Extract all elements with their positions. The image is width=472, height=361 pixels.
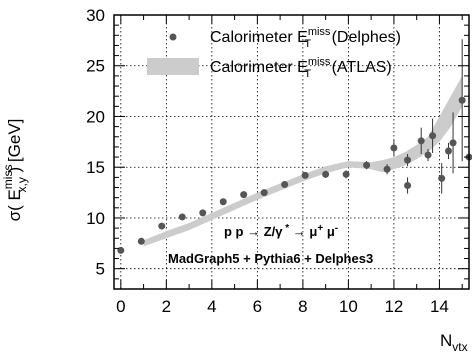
data-point [404, 156, 412, 164]
y-tick-label: 5 [96, 260, 105, 279]
data-point [383, 165, 391, 173]
atlas-band-layer [143, 75, 463, 247]
y-tick-label: 20 [86, 107, 105, 126]
data-point [260, 189, 268, 197]
grid-lines [114, 15, 469, 289]
x-tick-label: 8 [298, 297, 307, 316]
x-tick-label: 14 [430, 297, 449, 316]
data-point [322, 170, 330, 178]
data-point [240, 191, 248, 199]
data-point [390, 144, 398, 152]
y-axis-label: σ( Emissx,y ) [GeV] [1, 119, 29, 222]
y-tick-label: 30 [86, 6, 105, 25]
data-point [445, 147, 453, 155]
generator-annotation: MadGraph5 + Pythia6 + Delphes3 [168, 251, 373, 266]
data-point [363, 161, 371, 169]
data-point [117, 246, 125, 254]
data-point [342, 170, 350, 178]
legend-band-marker [147, 58, 199, 75]
plot-frame [113, 14, 470, 290]
legend: Calorimeter Emiss T (Delphes) Calorimeter… [147, 26, 401, 80]
legend-label-delphes: Calorimeter Emiss T (Delphes) [210, 26, 401, 50]
data-point [199, 209, 207, 217]
x-tick-label: 0 [116, 297, 125, 316]
x-tick-label: 4 [207, 297, 216, 316]
data-point [404, 181, 412, 189]
process-annotation: p p → Z/γ * → μ+ μ- [224, 223, 338, 239]
data-point [281, 180, 289, 188]
data-point [158, 222, 166, 230]
data-point [429, 132, 437, 140]
data-point [458, 96, 466, 104]
y-tick-label: 15 [86, 158, 105, 177]
data-point [424, 151, 432, 159]
x-tick-label: 2 [162, 297, 171, 316]
data-point [417, 137, 425, 145]
delphes-points-layer [117, 39, 472, 254]
data-point [219, 198, 227, 206]
axis-ticks [114, 14, 469, 289]
y-tick-label: 10 [86, 209, 105, 228]
y-tick-label: 25 [86, 57, 105, 76]
x-axis-label: Nvtx [440, 331, 468, 354]
tick-labels: 0 2 4 6 8 10 12 14 5 10 15 20 25 30 [86, 6, 449, 316]
data-point [449, 139, 457, 147]
x-tick-label: 12 [384, 297, 403, 316]
x-tick-label: 6 [253, 297, 262, 316]
atlas-band [143, 75, 463, 247]
data-point [301, 171, 309, 179]
legend-label-atlas: Calorimeter Emiss T (ATLAS) [210, 56, 392, 80]
data-point [137, 237, 145, 245]
data-point [178, 213, 186, 221]
x-tick-label: 10 [339, 297, 358, 316]
legend-point-marker [169, 33, 177, 41]
data-point [438, 174, 446, 182]
